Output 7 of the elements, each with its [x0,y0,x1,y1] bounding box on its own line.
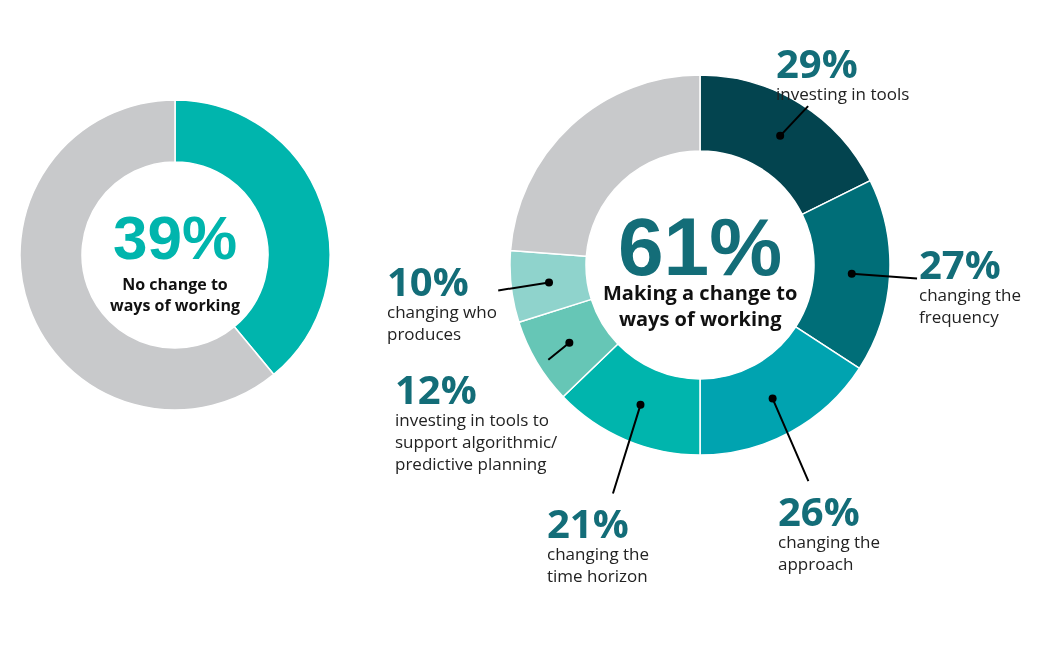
slice-label: changing the approach [778,530,881,576]
slice-label: changing the time horizon [547,542,650,588]
slice-label: investing in tools to support algorithmic/ predictive planning [395,408,559,476]
slice-label: changing who produces [387,300,497,346]
text: 39% [113,203,238,272]
slice-label: changing the frequency [919,283,1022,329]
text: No change to ways of working [110,273,241,316]
